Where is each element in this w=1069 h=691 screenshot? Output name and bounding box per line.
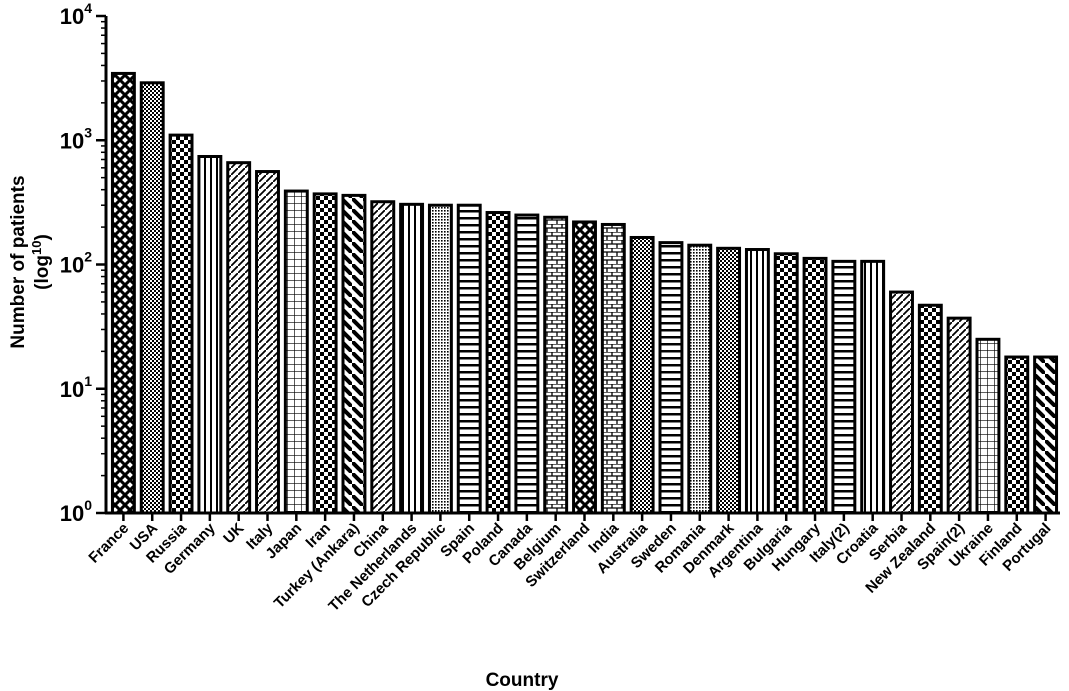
bar-germany — [198, 156, 221, 513]
x-axis-title: Country — [486, 670, 559, 691]
y-tick-label-4: 104 — [60, 0, 92, 29]
bar-argentina — [746, 249, 769, 514]
x-tick-label-france: France — [85, 520, 132, 567]
y-axis-title: Number of patients — [8, 175, 29, 348]
bar-italy-2 — [832, 261, 855, 513]
bar-italy — [256, 171, 279, 513]
bar-new-zealand — [919, 305, 942, 513]
bar-australia — [631, 237, 654, 514]
x-tick-label-uk: UK — [220, 520, 247, 547]
bar-croatia — [861, 261, 884, 513]
bar-ukraine — [977, 339, 999, 513]
bar-japan — [285, 191, 308, 513]
y-axis-unit-prefix: (log — [32, 255, 53, 290]
y-tick-label-2: 102 — [60, 249, 92, 278]
y-axis-unit-sup: 10 — [29, 241, 44, 255]
bar-spain-2 — [948, 318, 971, 513]
y-tick-label-0: 100 — [60, 497, 92, 526]
bar-spain — [458, 205, 481, 513]
y-axis-title-unit: (log10) — [29, 234, 53, 290]
y-axis: 100 101 102 103 104 — [60, 0, 106, 526]
y-tick-label-1: 101 — [60, 373, 92, 402]
bar-poland — [487, 212, 509, 513]
bar-bulgaria — [775, 253, 798, 514]
bar-uk — [227, 162, 250, 513]
bar-sweden — [660, 242, 682, 513]
bar-belgium — [544, 217, 567, 513]
bar-canada — [515, 215, 538, 513]
bar-india — [602, 224, 625, 514]
bar-czech-republic — [429, 205, 452, 513]
bar-the-netherlands — [400, 204, 423, 513]
y-axis-unit-suffix: ) — [32, 234, 53, 240]
bar-switzerland — [573, 221, 596, 513]
bar-serbia — [890, 292, 913, 513]
bar-turkey-ankara — [343, 195, 365, 514]
bars-group — [110, 71, 1059, 515]
bar-china — [371, 201, 394, 514]
bar-france — [112, 73, 135, 514]
bar-iran — [314, 193, 337, 513]
bar-romania — [688, 245, 711, 513]
bar-russia — [170, 135, 192, 513]
bar-hungary — [804, 258, 826, 513]
bar-denmark — [717, 248, 740, 513]
y-tick-label-3: 103 — [60, 124, 92, 153]
bar-finland — [1005, 357, 1028, 513]
bar-usa — [141, 82, 164, 513]
bar-portugal — [1034, 357, 1057, 513]
